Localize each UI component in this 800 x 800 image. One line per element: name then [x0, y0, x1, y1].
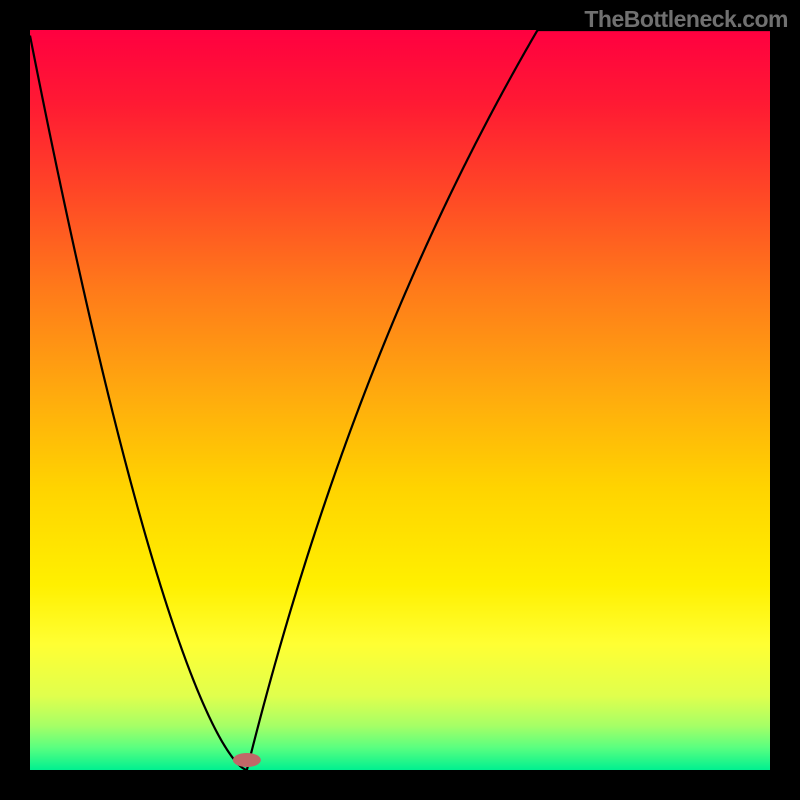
plot-background	[30, 30, 770, 770]
watermark-text: TheBottleneck.com	[584, 6, 788, 33]
chart-frame: TheBottleneck.com	[0, 0, 800, 800]
chart-svg	[0, 0, 800, 800]
trough-marker	[233, 753, 261, 767]
